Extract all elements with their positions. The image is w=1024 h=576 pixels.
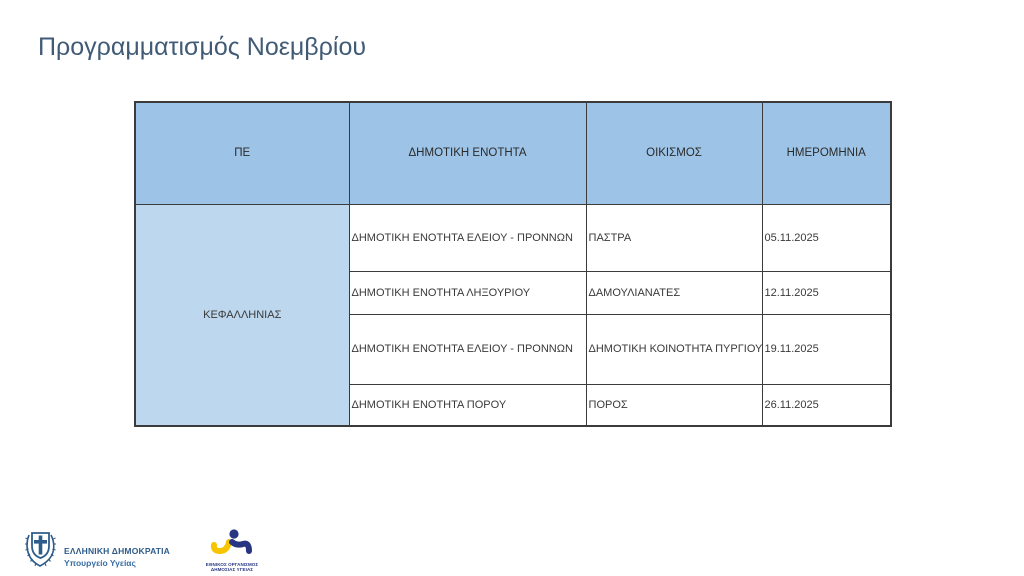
government-text-line1: ΕΛΛΗΝΙΚΗ ΔΗΜΟΚΡΑΤΙΑ xyxy=(64,545,171,556)
eody-text-line1: ΕΘΝΙΚΟΣ ΟΡΓΑΝΙΣΜΟΣ xyxy=(205,562,259,567)
table-row: ΚΕΦΑΛΛΗΝΙΑΣ ΔΗΜΟΤΙΚΗ ΕΝΟΤΗΤΑ ΕΛΕΙΟΥ - ΠΡ… xyxy=(134,203,892,427)
eody-icon xyxy=(209,529,255,561)
date-cell: 19.11.2025 xyxy=(761,313,892,385)
eody-text-block: ΕΘΝΙΚΟΣ ΟΡΓΑΝΙΣΜΟΣ ΔΗΜΟΣΙΑΣ ΥΓΕΙΑΣ xyxy=(206,562,258,572)
date-cell: 05.11.2025 xyxy=(761,203,892,272)
page-title: Προγραμματισμός Νοεμβρίου xyxy=(38,33,367,61)
municipal-unit-cell: ΔΗΜΟΤΙΚΗ ΕΝΟΤΗΤΑ ΕΛΕΙΟΥ - ΠΡΟΝΝΩΝ xyxy=(348,203,587,272)
settlement-cell: ΔΑΜΟΥΛΙΑΝΑΤΕΣ xyxy=(585,270,763,315)
table-row: ΔΗΜΟΤΙΚΗ ΕΝΟΤΗΤΑ ΕΛΕΙΟΥ - ΠΡΟΝΝΩΝ ΔΗΜΟΤΙ… xyxy=(135,313,892,385)
government-text-line2: Υπουργείο Υγείας xyxy=(64,557,136,568)
municipal-unit-cell: ΔΗΜΟΤΙΚΗ ΕΝΟΤΗΤΑ ΠΟΡΟΥ xyxy=(348,383,587,427)
footer: ΕΛΛΗΝΙΚΗ ΔΗΜΟΚΡΑΤΙΑ Υπουργείο Υγείας ΕΘΝ… xyxy=(24,529,260,576)
government-logo-block: ΕΛΛΗΝΙΚΗ ΔΗΜΟΚΡΑΤΙΑ Υπουργείο Υγείας xyxy=(24,529,170,576)
settlement-cell: ΠΑΣΤΡΑ xyxy=(585,203,763,272)
municipal-unit-cell: ΔΗΜΟΤΙΚΗ ΕΝΟΤΗΤΑ ΕΛΕΙΟΥ - ΠΡΟΝΝΩΝ xyxy=(348,313,587,385)
header-cell-pe: ΠΕ xyxy=(134,101,350,205)
table-header-row: ΠΕ ΔΗΜΟΤΙΚΗ ΕΝΟΤΗΤΑ ΟΙΚΙΣΜΟΣ ΗΜΕΡΟΜΗΝΙΑ xyxy=(134,101,892,205)
header-cell-settlement: ΟΙΚΙΣΜΟΣ xyxy=(585,101,763,205)
greek-coat-of-arms-icon xyxy=(24,529,57,576)
eody-text-line2: ΔΗΜΟΣΙΑΣ ΥΓΕΙΑΣ xyxy=(210,567,254,572)
settlement-cell: ΠΟΡΟΣ xyxy=(585,383,763,427)
region-cell: ΚΕΦΑΛΛΗΝΙΑΣ xyxy=(134,203,350,427)
header-cell-date: ΗΜΕΡΟΜΗΝΙΑ xyxy=(761,101,892,205)
date-cell: 26.11.2025 xyxy=(761,383,892,427)
date-cell: 12.11.2025 xyxy=(761,270,892,315)
eody-logo-block: ΕΘΝΙΚΟΣ ΟΡΓΑΝΙΣΜΟΣ ΔΗΜΟΣΙΑΣ ΥΓΕΙΑΣ xyxy=(204,529,260,572)
table-row: ΔΗΜΟΤΙΚΗ ΕΝΟΤΗΤΑ ΛΗΞΟΥΡΙΟΥ ΔΑΜΟΥΛΙΑΝΑΤΕΣ… xyxy=(135,270,892,315)
schedule-table: ΠΕ ΔΗΜΟΤΙΚΗ ΕΝΟΤΗΤΑ ΟΙΚΙΣΜΟΣ ΗΜΕΡΟΜΗΝΙΑ … xyxy=(134,101,892,427)
government-text-block: ΕΛΛΗΝΙΚΗ ΔΗΜΟΚΡΑΤΙΑ Υπουργείο Υγείας xyxy=(64,538,170,568)
header-cell-municipal-unit: ΔΗΜΟΤΙΚΗ ΕΝΟΤΗΤΑ xyxy=(348,101,587,205)
settlement-cell: ΔΗΜΟΤΙΚΗ ΚΟΙΝΟΤΗΤΑ ΠΥΡΓΙΟΥ xyxy=(585,313,763,385)
municipal-unit-cell: ΔΗΜΟΤΙΚΗ ΕΝΟΤΗΤΑ ΛΗΞΟΥΡΙΟΥ xyxy=(348,270,587,315)
table-row: ΔΗΜΟΤΙΚΗ ΕΝΟΤΗΤΑ ΠΟΡΟΥ ΠΟΡΟΣ 26.11.2025 xyxy=(135,383,892,427)
